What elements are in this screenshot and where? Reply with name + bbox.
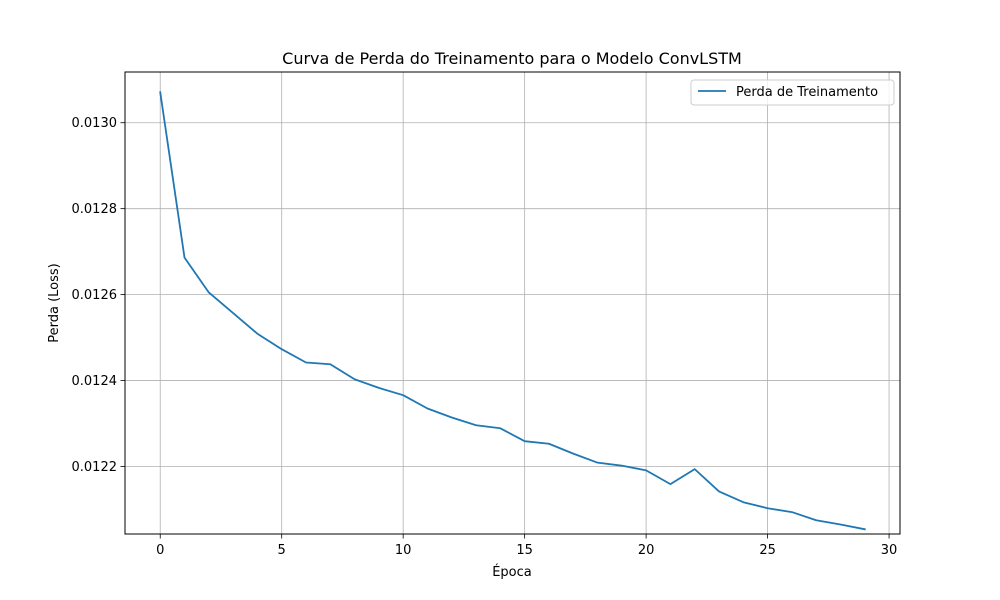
chart-title: Curva de Perda do Treinamento para o Mod… [282,49,742,68]
series-layer [159,91,866,531]
y-tick-label: 0.0128 [72,202,118,217]
x-tick-label: 10 [395,543,412,558]
y-axis-ticks: 0.0122 0.0124 0.0126 0.0128 0.0130 [72,116,125,475]
x-tick-label: 20 [638,543,655,558]
x-tick-label: 25 [759,543,776,558]
x-tick-label: 15 [516,543,533,558]
x-tick-label: 0 [156,543,164,558]
y-axis-label: Perda (Loss) [47,263,62,343]
x-tick-label: 5 [278,543,286,558]
legend: Perda de Treinamento [690,79,895,106]
x-tick-label: 30 [881,543,898,558]
plot-frame [124,71,901,535]
y-tick-label: 0.0122 [72,460,118,475]
grid-lines [125,72,900,534]
y-tick-label: 0.0124 [72,374,118,389]
legend-label-perda-de-treinamento: Perda de Treinamento [736,85,878,100]
x-axis-ticks: 0 5 10 15 20 25 30 [156,534,897,558]
x-axis-label: Época [492,564,532,580]
y-tick-label: 0.0126 [72,288,118,303]
legend-box [690,79,895,106]
y-tick-label: 0.0130 [72,116,118,131]
series-line-perda-de-treinamento [159,91,866,531]
